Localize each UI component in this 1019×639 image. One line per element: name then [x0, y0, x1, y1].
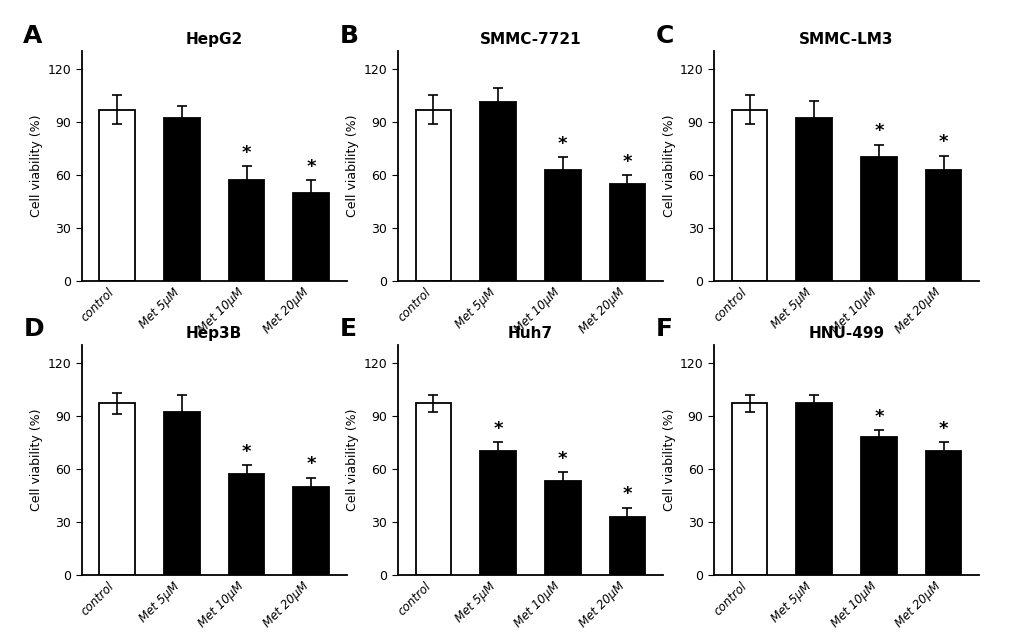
Text: A: A	[23, 24, 43, 47]
Bar	[480, 451, 516, 575]
Bar	[796, 403, 832, 575]
Title: Hep3B: Hep3B	[185, 326, 243, 341]
Bar	[860, 437, 896, 575]
Bar	[164, 118, 200, 281]
Y-axis label: Cell viability (%): Cell viability (%)	[662, 115, 675, 217]
Bar	[228, 180, 264, 281]
Text: D: D	[23, 318, 44, 341]
Bar	[293, 193, 329, 281]
Y-axis label: Cell viability (%): Cell viability (%)	[31, 409, 43, 511]
Text: *: *	[306, 158, 316, 176]
Y-axis label: Cell viability (%): Cell viability (%)	[662, 409, 675, 511]
Bar	[731, 109, 766, 281]
Text: *: *	[557, 135, 567, 153]
Title: HNU-499: HNU-499	[808, 326, 883, 341]
Bar	[228, 474, 264, 575]
Bar	[293, 487, 329, 575]
Bar	[609, 184, 645, 281]
Bar	[164, 412, 200, 575]
Text: *: *	[622, 153, 632, 171]
Text: E: E	[339, 318, 356, 341]
Text: *: *	[242, 144, 251, 162]
Title: SMMC-LM3: SMMC-LM3	[799, 32, 893, 47]
Text: C: C	[655, 24, 674, 47]
Y-axis label: Cell viability (%): Cell viability (%)	[31, 115, 43, 217]
Bar	[925, 451, 961, 575]
Text: *: *	[873, 123, 882, 141]
Text: *: *	[873, 408, 882, 426]
Text: B: B	[339, 24, 358, 47]
Bar	[609, 517, 645, 575]
Y-axis label: Cell viability (%): Cell viability (%)	[346, 409, 359, 511]
Title: HepG2: HepG2	[185, 32, 243, 47]
Bar	[544, 481, 580, 575]
Bar	[731, 403, 766, 575]
Bar	[415, 403, 450, 575]
Y-axis label: Cell viability (%): Cell viability (%)	[346, 115, 359, 217]
Title: Huh7: Huh7	[507, 326, 552, 341]
Text: *: *	[937, 420, 948, 438]
Bar	[99, 109, 135, 281]
Bar	[415, 109, 450, 281]
Text: *: *	[493, 420, 502, 438]
Bar	[796, 118, 832, 281]
Bar	[544, 170, 580, 281]
Text: *: *	[242, 443, 251, 461]
Bar	[99, 403, 135, 575]
Text: *: *	[557, 450, 567, 468]
Bar	[480, 102, 516, 281]
Text: *: *	[306, 456, 316, 473]
Title: SMMC-7721: SMMC-7721	[479, 32, 581, 47]
Bar	[860, 157, 896, 281]
Bar	[925, 170, 961, 281]
Text: *: *	[622, 486, 632, 504]
Text: F: F	[655, 318, 672, 341]
Text: *: *	[937, 133, 948, 151]
